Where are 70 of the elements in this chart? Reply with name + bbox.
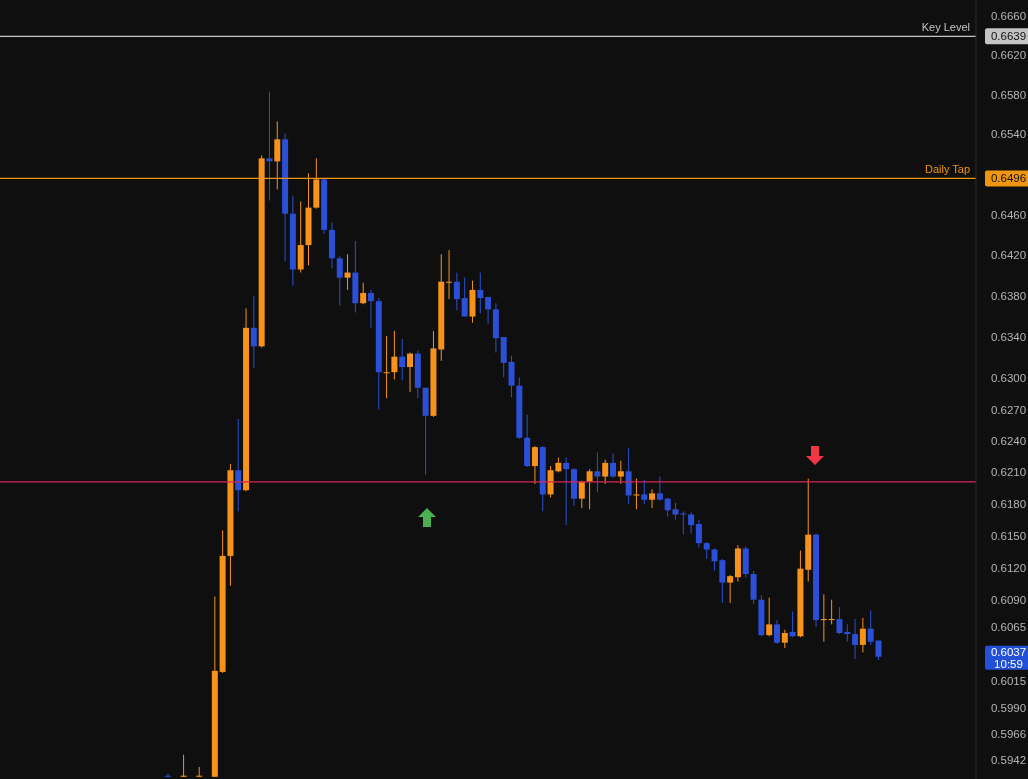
candlestick [461, 277, 468, 318]
candlestick [446, 249, 453, 300]
candlestick [391, 330, 398, 380]
y-tick-label: 0.6150 [990, 529, 1027, 542]
y-tick-label: 0.6639 [990, 30, 1027, 43]
candlestick [773, 619, 780, 645]
y-tick-label: 0.6496 [990, 172, 1027, 185]
candlestick [727, 574, 734, 604]
y-tick-label: 0.6580 [990, 88, 1027, 101]
y-tick-label: 0.6180 [990, 497, 1027, 510]
candlestick [610, 452, 617, 479]
candlestick [477, 272, 484, 314]
candlestick [344, 253, 351, 291]
y-tick-label: 0.5942 [990, 754, 1027, 767]
y-tick-label: 0.6460 [990, 208, 1027, 221]
y-tick-label: 0.6340 [990, 331, 1027, 344]
ref-line-label: Key Level [921, 21, 970, 34]
y-tick-label: 0.6620 [990, 48, 1027, 61]
candlestick [602, 459, 609, 485]
candlestick [594, 451, 601, 493]
candlestick [266, 91, 273, 202]
candlestick [844, 623, 851, 643]
candlestick [399, 338, 406, 381]
y-tick-label: 0.5966 [990, 727, 1027, 740]
candlestick [656, 476, 663, 502]
candlestick [789, 611, 796, 638]
candlestick [235, 418, 242, 512]
candlestick [367, 289, 374, 329]
candlestick [641, 479, 648, 505]
candlestick [485, 296, 492, 325]
candlestick [586, 468, 593, 510]
y-tick-label: 0.6300 [990, 372, 1027, 385]
candlestick [563, 457, 570, 526]
y-tick-label: 0.6065 [990, 620, 1027, 633]
candlestick [250, 295, 257, 369]
y-tick-label: 0.6210 [990, 466, 1027, 479]
candlestick [383, 335, 390, 399]
candlestick [680, 510, 687, 536]
text: 10:59 [994, 657, 1023, 670]
candlestick [336, 255, 343, 306]
y-tick-label: 0.6660 [990, 9, 1027, 22]
y-tick-label: 0.6380 [990, 290, 1027, 303]
candlestick [649, 488, 656, 509]
candlestick [617, 460, 624, 485]
candlestick [633, 478, 640, 510]
ref-line-label: Daily Tap [924, 163, 970, 176]
candlestick [766, 597, 773, 637]
candlestick [531, 445, 538, 485]
candlestick [852, 618, 859, 660]
y-tick-label: 0.6120 [990, 561, 1027, 574]
y-tick-label: 0.6090 [990, 593, 1027, 606]
candlestick [360, 282, 367, 305]
candlestick [836, 606, 843, 635]
y-tick-label: 0.6270 [990, 403, 1027, 416]
y-tick-label: 0.5990 [990, 701, 1027, 714]
candlestick [688, 511, 695, 535]
y-tick-label: 0.6037 [990, 645, 1027, 658]
candlestick [508, 355, 515, 398]
y-tick-label: 0.6420 [990, 249, 1027, 262]
candlestick [820, 593, 827, 643]
y-tick-label: 0.6015 [990, 674, 1027, 687]
candlestick [578, 480, 585, 509]
y-tick-label: 0.6540 [990, 128, 1027, 141]
candlestick [828, 599, 835, 625]
candlestick [781, 629, 788, 649]
candlestick [695, 519, 702, 548]
candlestick [859, 617, 866, 653]
candlestick [453, 272, 460, 311]
candlestick [407, 352, 414, 393]
y-tick-label: 0.6240 [990, 434, 1027, 447]
